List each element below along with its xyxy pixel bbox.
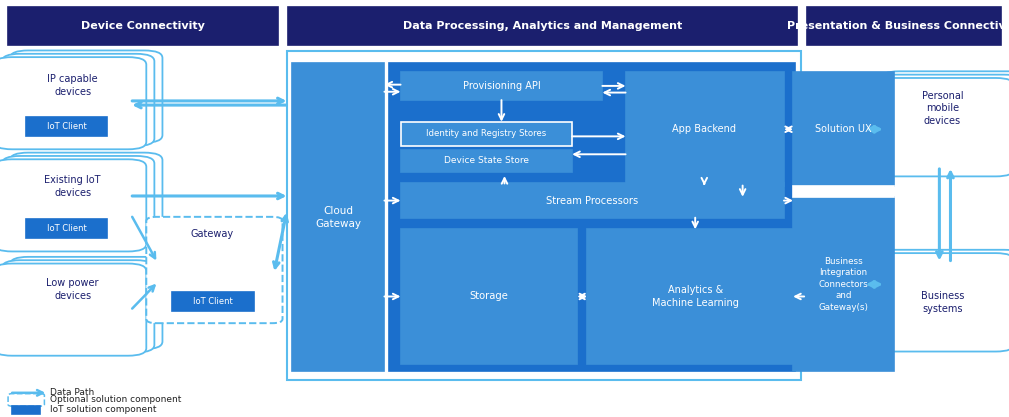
Bar — [587, 229, 804, 364]
FancyBboxPatch shape — [0, 57, 146, 149]
Text: Business
Integration
Connectors
and
Gateway(s): Business Integration Connectors and Gate… — [818, 257, 869, 312]
FancyBboxPatch shape — [10, 50, 162, 143]
Text: App Backend: App Backend — [672, 124, 737, 134]
Bar — [26, 117, 107, 136]
Text: IoT Client: IoT Client — [193, 297, 233, 306]
Bar — [626, 72, 784, 186]
FancyBboxPatch shape — [2, 156, 154, 248]
Text: Presentation & Business Connectivity: Presentation & Business Connectivity — [787, 21, 1009, 31]
FancyBboxPatch shape — [873, 75, 1009, 173]
Bar — [793, 197, 894, 371]
Text: IP capable
devices: IP capable devices — [47, 74, 98, 97]
Bar — [172, 292, 254, 311]
Text: Storage: Storage — [469, 291, 508, 301]
FancyBboxPatch shape — [0, 264, 146, 356]
Text: IoT Client: IoT Client — [46, 224, 87, 233]
Bar — [807, 7, 1001, 45]
Text: Optional solution component: Optional solution component — [50, 395, 182, 404]
Bar — [791, 63, 795, 186]
Text: Data Processing, Analytics and Management: Data Processing, Analytics and Managemen… — [403, 21, 682, 31]
Text: IoT solution component: IoT solution component — [50, 405, 157, 414]
Bar — [12, 406, 40, 414]
Text: Provisioning API: Provisioning API — [462, 81, 541, 91]
FancyBboxPatch shape — [873, 250, 1009, 348]
Bar — [8, 7, 278, 45]
Bar — [288, 7, 797, 45]
Bar — [401, 229, 577, 364]
Text: Business
systems: Business systems — [921, 291, 964, 314]
FancyBboxPatch shape — [8, 394, 44, 406]
Text: Solution UX: Solution UX — [815, 124, 872, 134]
Text: Cloud
Gateway: Cloud Gateway — [315, 206, 361, 229]
Text: Identity and Registry Stores: Identity and Registry Stores — [426, 129, 547, 138]
Bar — [793, 186, 894, 197]
Bar — [401, 183, 784, 218]
Bar — [389, 63, 795, 371]
FancyBboxPatch shape — [146, 217, 283, 323]
Text: Stream Processors: Stream Processors — [546, 196, 639, 206]
Bar — [401, 150, 572, 172]
FancyBboxPatch shape — [10, 153, 162, 245]
FancyBboxPatch shape — [881, 71, 1009, 170]
Text: Analytics &
Machine Learning: Analytics & Machine Learning — [652, 285, 739, 308]
Text: Low power
devices: Low power devices — [46, 279, 99, 301]
Text: Device Connectivity: Device Connectivity — [82, 21, 205, 31]
Bar — [791, 72, 799, 186]
FancyBboxPatch shape — [10, 257, 162, 349]
Text: Gateway: Gateway — [191, 229, 233, 239]
Bar — [401, 72, 602, 100]
Bar — [26, 219, 107, 238]
Bar — [292, 63, 384, 371]
Bar — [401, 122, 572, 146]
Text: Existing IoT
devices: Existing IoT devices — [44, 175, 101, 198]
Text: Personal
mobile
devices: Personal mobile devices — [921, 90, 964, 126]
Bar — [793, 72, 894, 186]
Text: Device State Store: Device State Store — [444, 156, 529, 166]
FancyBboxPatch shape — [865, 78, 1009, 176]
FancyBboxPatch shape — [0, 159, 146, 251]
FancyBboxPatch shape — [2, 54, 154, 146]
FancyBboxPatch shape — [2, 260, 154, 352]
Bar — [287, 51, 801, 380]
Text: IoT Client: IoT Client — [46, 122, 87, 131]
FancyBboxPatch shape — [865, 253, 1009, 352]
Text: Data Path: Data Path — [50, 388, 95, 397]
